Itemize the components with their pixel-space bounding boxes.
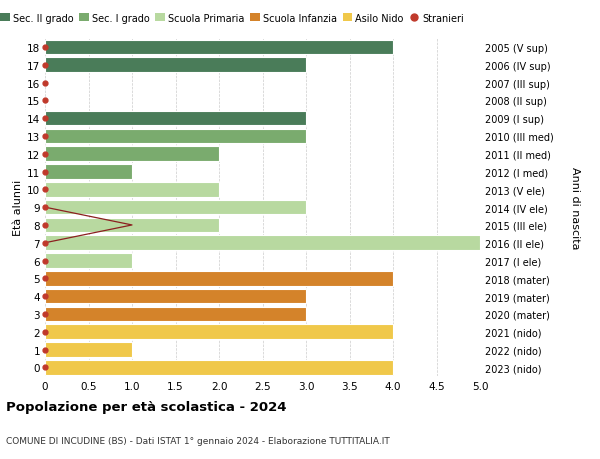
Bar — [45, 342, 132, 357]
Bar — [45, 201, 306, 215]
Bar — [45, 40, 393, 55]
Bar — [45, 183, 219, 197]
Bar — [45, 289, 306, 304]
Bar — [45, 147, 219, 162]
Bar — [45, 307, 306, 321]
Bar — [45, 218, 219, 233]
Y-axis label: Età alunni: Età alunni — [13, 179, 23, 236]
Bar — [45, 58, 306, 73]
Bar — [45, 325, 393, 339]
Legend: Sec. II grado, Sec. I grado, Scuola Primaria, Scuola Infanzia, Asilo Nido, Stran: Sec. II grado, Sec. I grado, Scuola Prim… — [0, 10, 468, 28]
Bar — [45, 254, 132, 268]
Text: Popolazione per età scolastica - 2024: Popolazione per età scolastica - 2024 — [6, 400, 287, 413]
Bar — [45, 112, 306, 126]
Bar — [45, 271, 393, 286]
Bar — [45, 236, 480, 251]
Bar — [45, 360, 393, 375]
Y-axis label: Anni di nascita: Anni di nascita — [570, 167, 580, 249]
Text: COMUNE DI INCUDINE (BS) - Dati ISTAT 1° gennaio 2024 - Elaborazione TUTTITALIA.I: COMUNE DI INCUDINE (BS) - Dati ISTAT 1° … — [6, 436, 390, 445]
Bar — [45, 165, 132, 179]
Bar — [45, 129, 306, 144]
